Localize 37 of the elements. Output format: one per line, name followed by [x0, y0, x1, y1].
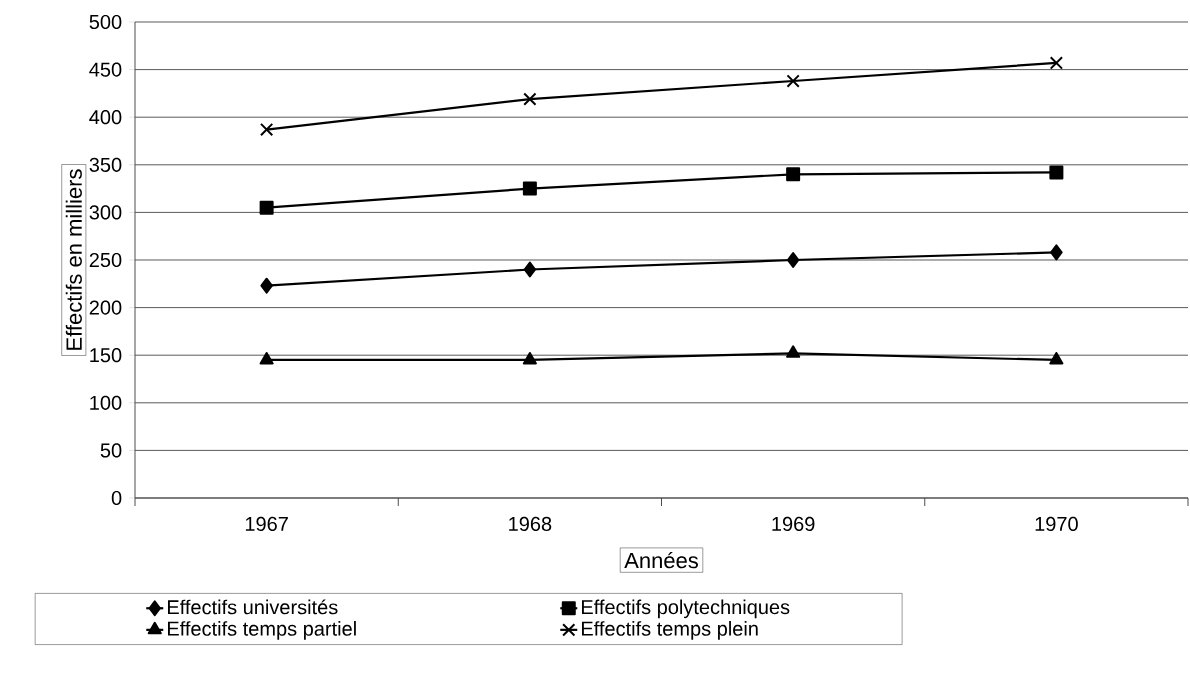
y-tick-label: 250 — [89, 252, 122, 268]
y-tick-label: 0 — [111, 490, 122, 506]
y-tick-label: 100 — [90, 395, 122, 410]
legend-label: Effectifs temps partiel — [168, 621, 356, 640]
x-tick-label: 1967 — [245, 516, 288, 532]
y-tick-label: 200 — [89, 300, 122, 315]
point — [259, 200, 274, 215]
x-tick-label: 1968 — [509, 516, 552, 532]
point — [523, 261, 537, 278]
y-tick-label: 400 — [89, 110, 122, 125]
point — [260, 277, 273, 294]
legend-label: Effectifs temps plein — [582, 621, 758, 640]
point — [1049, 56, 1064, 70]
point — [786, 252, 800, 268]
point — [1049, 165, 1064, 180]
point — [522, 351, 537, 365]
x-axis-title: Années — [624, 551, 698, 569]
point — [786, 345, 801, 358]
legend-label: Effectifs polytechniques — [582, 599, 790, 619]
point — [259, 351, 274, 365]
point — [1049, 351, 1064, 365]
y-tick-label: 500 — [89, 14, 122, 30]
point — [786, 74, 800, 88]
y-tick-label: 150 — [90, 348, 122, 363]
y-tick-label: 450 — [89, 62, 122, 77]
point — [523, 92, 537, 106]
legend-label: Effectifs universités — [168, 599, 338, 615]
point — [1050, 244, 1063, 261]
y-tick-label: 50 — [100, 443, 122, 458]
point — [522, 181, 537, 196]
point — [259, 122, 274, 137]
y-axis-title: Effectifs en milliers — [65, 169, 82, 350]
point — [786, 167, 801, 182]
y-tick-label: 350 — [89, 157, 122, 172]
x-tick-label: 1970 — [1035, 516, 1078, 532]
x-tick-label: 1969 — [772, 516, 815, 532]
y-tick-label: 300 — [89, 205, 122, 220]
